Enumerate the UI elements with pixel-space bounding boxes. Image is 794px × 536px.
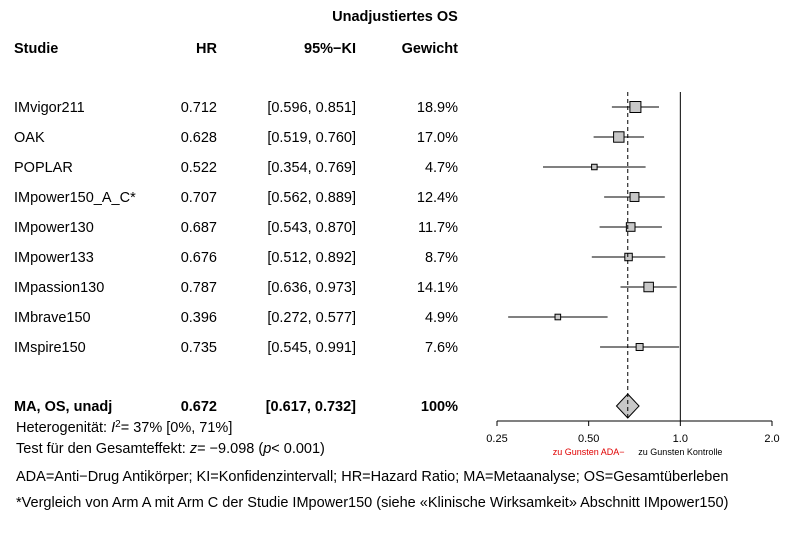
favours-left-label: zu Gunsten ADA− bbox=[553, 447, 625, 457]
summary-weight: 100% bbox=[421, 399, 458, 415]
study-weight: 4.7% bbox=[425, 160, 458, 176]
study-hr: 0.687 bbox=[181, 220, 217, 236]
study-hr: 0.522 bbox=[181, 160, 217, 176]
study-name: IMpassion130 bbox=[14, 280, 104, 296]
x-axis: 0.25 0.50 1.0 2.0 zu Gunsten ADA− zu Gunsten … bbox=[486, 92, 780, 457]
header-study: Studie bbox=[14, 41, 58, 57]
header-weight: Gewicht bbox=[402, 41, 459, 57]
study-hr: 0.628 bbox=[181, 130, 217, 146]
study-row-imbrave150: IMbrave150 0.396 [0.272, 0.577] 4.9% bbox=[14, 310, 608, 326]
study-rows: IMvigor211 0.712 [0.596, 0.851] 18.9% OAK 0.6… bbox=[14, 100, 680, 356]
study-hr: 0.787 bbox=[181, 280, 217, 296]
study-ci: [0.519, 0.760] bbox=[267, 130, 356, 146]
summary-row: MA, OS, unadj 0.672 [0.617, 0.732] 100% bbox=[14, 393, 640, 419]
axis-tick-label: 1.0 bbox=[673, 433, 688, 445]
study-ci: [0.562, 0.889] bbox=[267, 190, 356, 206]
axis-tick-label: 2.0 bbox=[764, 433, 779, 445]
study-hr: 0.707 bbox=[181, 190, 217, 206]
study-weight: 14.1% bbox=[417, 280, 458, 296]
summary-hr: 0.672 bbox=[181, 399, 217, 415]
header-ci: 95%−KI bbox=[304, 41, 356, 57]
study-hr: 0.712 bbox=[181, 100, 217, 116]
study-name: OAK bbox=[14, 130, 45, 146]
point-estimate-box bbox=[624, 252, 633, 262]
study-weight: 18.9% bbox=[417, 100, 458, 116]
study-row-imvigor211: IMvigor211 0.712 [0.596, 0.851] 18.9% bbox=[14, 100, 659, 116]
study-row-impower133: IMpower133 0.676 [0.512, 0.892] 8.7% bbox=[14, 250, 666, 266]
summary-diamond bbox=[615, 393, 640, 419]
study-weight: 7.6% bbox=[425, 340, 458, 356]
study-row-oak: OAK 0.628 [0.519, 0.760] 17.0% bbox=[14, 130, 645, 146]
point-estimate-box bbox=[554, 313, 562, 321]
footnote-impower150: *Vergleich von Arm A mit Arm C der Studi… bbox=[16, 495, 728, 511]
point-estimate-box bbox=[635, 343, 644, 351]
axis-tick-label: 0.50 bbox=[578, 433, 599, 445]
study-weight: 12.4% bbox=[417, 190, 458, 206]
study-row-poplar: POPLAR 0.522 [0.354, 0.769] 4.7% bbox=[14, 160, 646, 176]
study-row-impower130: IMpower130 0.687 [0.543, 0.870] 11.7% bbox=[14, 220, 662, 236]
heterogeneity-text: Heterogenität: I2= 37% [0%, 71%] bbox=[16, 419, 232, 436]
point-estimate-box bbox=[629, 101, 642, 113]
study-row-impower150-a-c-: IMpower150_A_C* 0.707 [0.562, 0.889] 12.4% bbox=[14, 190, 665, 206]
study-weight: 17.0% bbox=[417, 130, 458, 146]
study-weight: 11.7% bbox=[418, 220, 458, 236]
study-ci: [0.272, 0.577] bbox=[267, 310, 356, 326]
study-ci: [0.545, 0.991] bbox=[267, 340, 356, 356]
study-name: IMpower133 bbox=[14, 250, 94, 266]
study-row-impassion130: IMpassion130 0.787 [0.636, 0.973] 14.1% bbox=[14, 280, 677, 296]
point-estimate-box bbox=[625, 222, 636, 232]
study-hr: 0.735 bbox=[181, 340, 217, 356]
study-weight: 8.7% bbox=[425, 250, 458, 266]
study-name: IMpower150_A_C* bbox=[14, 190, 136, 206]
study-hr: 0.396 bbox=[181, 310, 217, 326]
point-estimate-box bbox=[643, 281, 654, 293]
axis-tick-label: 0.25 bbox=[486, 433, 507, 445]
point-estimate-box bbox=[613, 131, 625, 143]
study-name: IMbrave150 bbox=[14, 310, 91, 326]
study-name: IMspire150 bbox=[14, 340, 86, 356]
study-ci: [0.596, 0.851] bbox=[267, 100, 356, 116]
summary-ci: [0.617, 0.732] bbox=[266, 399, 356, 415]
overall-test-text: Test für den Gesamteffekt: z= −9.098 (p<… bbox=[16, 441, 325, 457]
point-estimate-box bbox=[591, 163, 598, 171]
footnote-abbreviations: ADA=Anti−Drug Antikörper; KI=Konfidenzin… bbox=[16, 469, 728, 485]
study-ci: [0.636, 0.973] bbox=[267, 280, 356, 296]
study-name: IMpower130 bbox=[14, 220, 94, 236]
study-ci: [0.543, 0.870] bbox=[267, 220, 356, 236]
study-hr: 0.676 bbox=[181, 250, 217, 266]
study-ci: [0.512, 0.892] bbox=[267, 250, 356, 266]
header-hr: HR bbox=[196, 41, 217, 57]
chart-title: Unadjustiertes OS bbox=[332, 9, 458, 25]
study-row-imspire150: IMspire150 0.735 [0.545, 0.991] 7.6% bbox=[14, 340, 680, 356]
study-ci: [0.354, 0.769] bbox=[267, 160, 356, 176]
study-name: POPLAR bbox=[14, 160, 73, 176]
favours-right-label: zu Gunsten Kontrolle bbox=[638, 447, 722, 457]
summary-name: MA, OS, unadj bbox=[14, 399, 112, 415]
study-name: IMvigor211 bbox=[14, 100, 85, 116]
point-estimate-box bbox=[629, 192, 640, 202]
study-weight: 4.9% bbox=[425, 310, 458, 326]
